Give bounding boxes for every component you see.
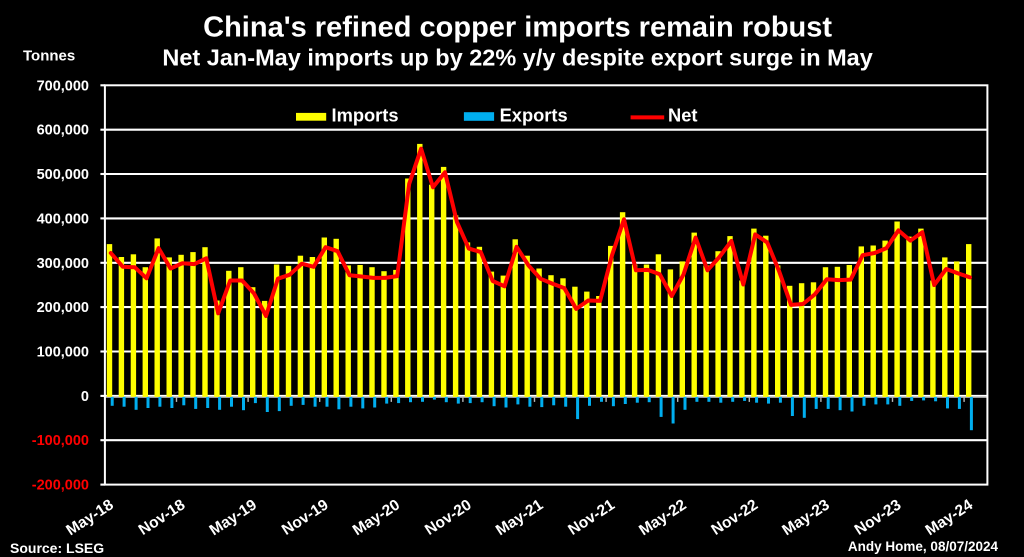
svg-text:Net Jan-May imports up by 22%: Net Jan-May imports up by 22% y/y despit… [162,45,872,71]
svg-text:Exports: Exports [500,104,568,125]
svg-text:Tonnes: Tonnes [23,48,75,65]
svg-text:400,000: 400,000 [37,211,89,227]
svg-text:700,000: 700,000 [37,78,89,94]
svg-text:100,000: 100,000 [37,345,89,361]
svg-text:China's refined copper imports: China's refined copper imports remain ro… [203,12,832,44]
svg-text:500,000: 500,000 [37,167,89,183]
svg-text:Source: LSEG: Source: LSEG [10,540,104,556]
svg-text:Andy Home, 08/07/2024: Andy Home, 08/07/2024 [848,539,999,554]
svg-text:0: 0 [81,389,89,405]
svg-text:-200,000: -200,000 [32,478,89,494]
svg-text:300,000: 300,000 [37,256,89,272]
svg-text:Imports: Imports [332,104,399,125]
svg-text:600,000: 600,000 [37,123,89,139]
svg-text:Net: Net [668,104,697,125]
svg-text:-100,000: -100,000 [32,433,89,449]
svg-text:200,000: 200,000 [37,300,89,316]
